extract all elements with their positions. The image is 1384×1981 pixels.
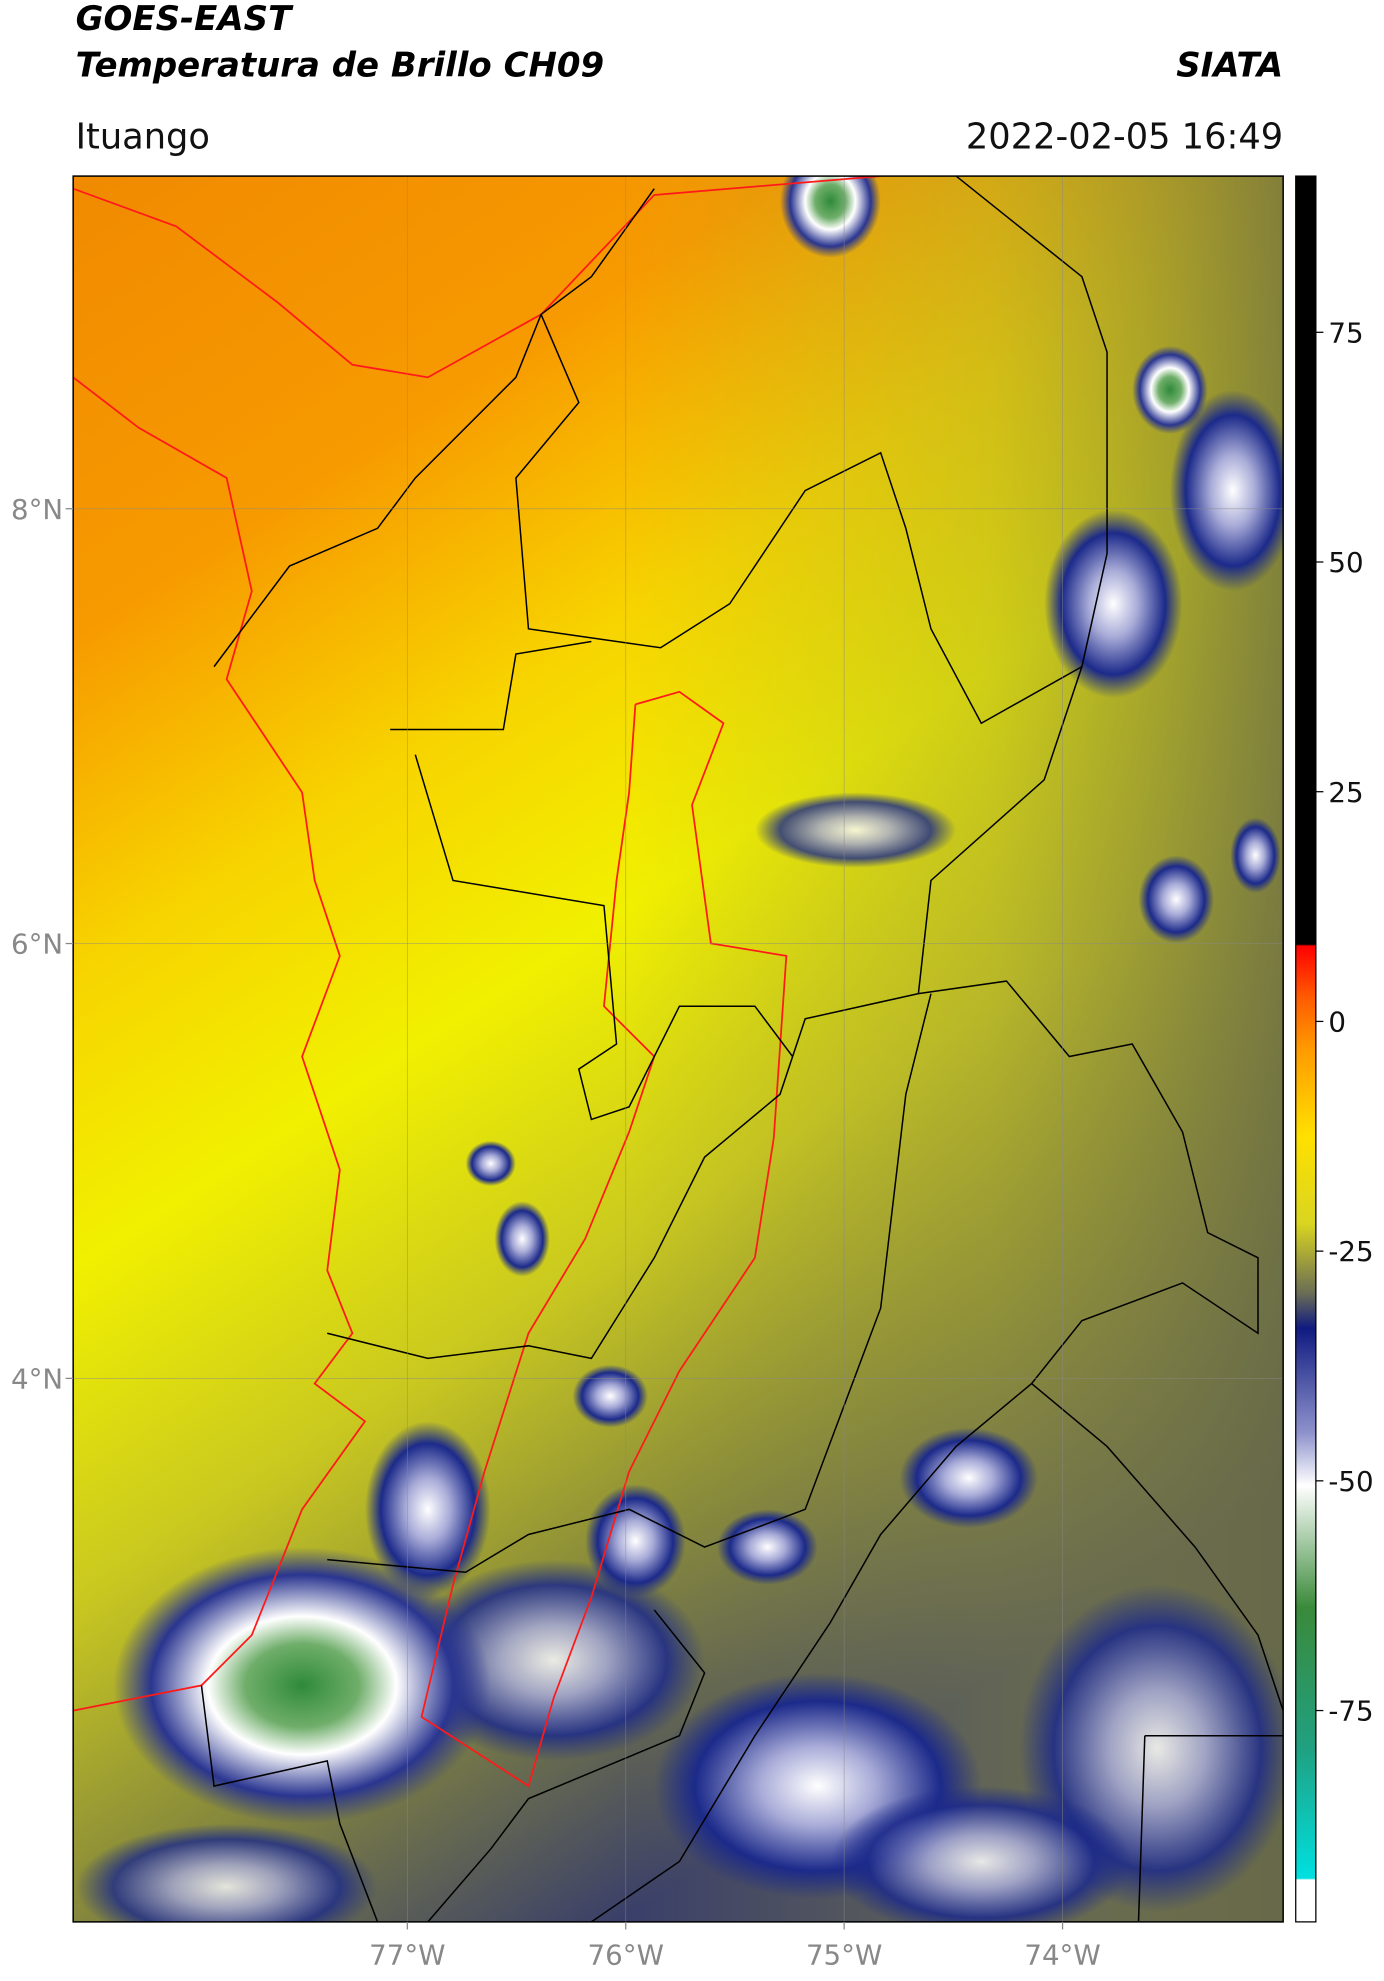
colorbar-tick-label: 25 (1328, 776, 1363, 809)
title: GOES-EAST (76, 0, 294, 39)
datetime: 2022-02-05 16:49 (966, 116, 1283, 157)
y-tick-label: 4°N (11, 1362, 63, 1395)
satellite-image (73, 176, 1284, 1922)
x-tick-label: 76°W (588, 1939, 664, 1972)
colorbar-tick-label: -50 (1328, 1465, 1373, 1498)
map-frame (72, 175, 1284, 1923)
colorbar-tick-label: -25 (1328, 1235, 1373, 1268)
x-tick-label: 77°W (369, 1939, 445, 1972)
x-tick-label: 74°W (1024, 1939, 1100, 1972)
colorbar-tick-label: 50 (1328, 546, 1363, 579)
region: Ituango (76, 116, 210, 157)
colorbar-tick-label: 75 (1328, 316, 1363, 349)
x-tick-label: 75°W (806, 1939, 882, 1972)
colorbar-tick-label: -75 (1328, 1695, 1373, 1728)
y-tick-label: 8°N (11, 493, 63, 526)
y-tick-label: 6°N (11, 928, 63, 961)
graticule (73, 176, 1284, 1922)
colorbar (1295, 175, 1317, 1923)
colorbar-tick-label: 0 (1328, 1005, 1346, 1038)
subtitle: Temperatura de Brillo CH09 (76, 46, 604, 86)
source: SIATA (1176, 46, 1283, 86)
